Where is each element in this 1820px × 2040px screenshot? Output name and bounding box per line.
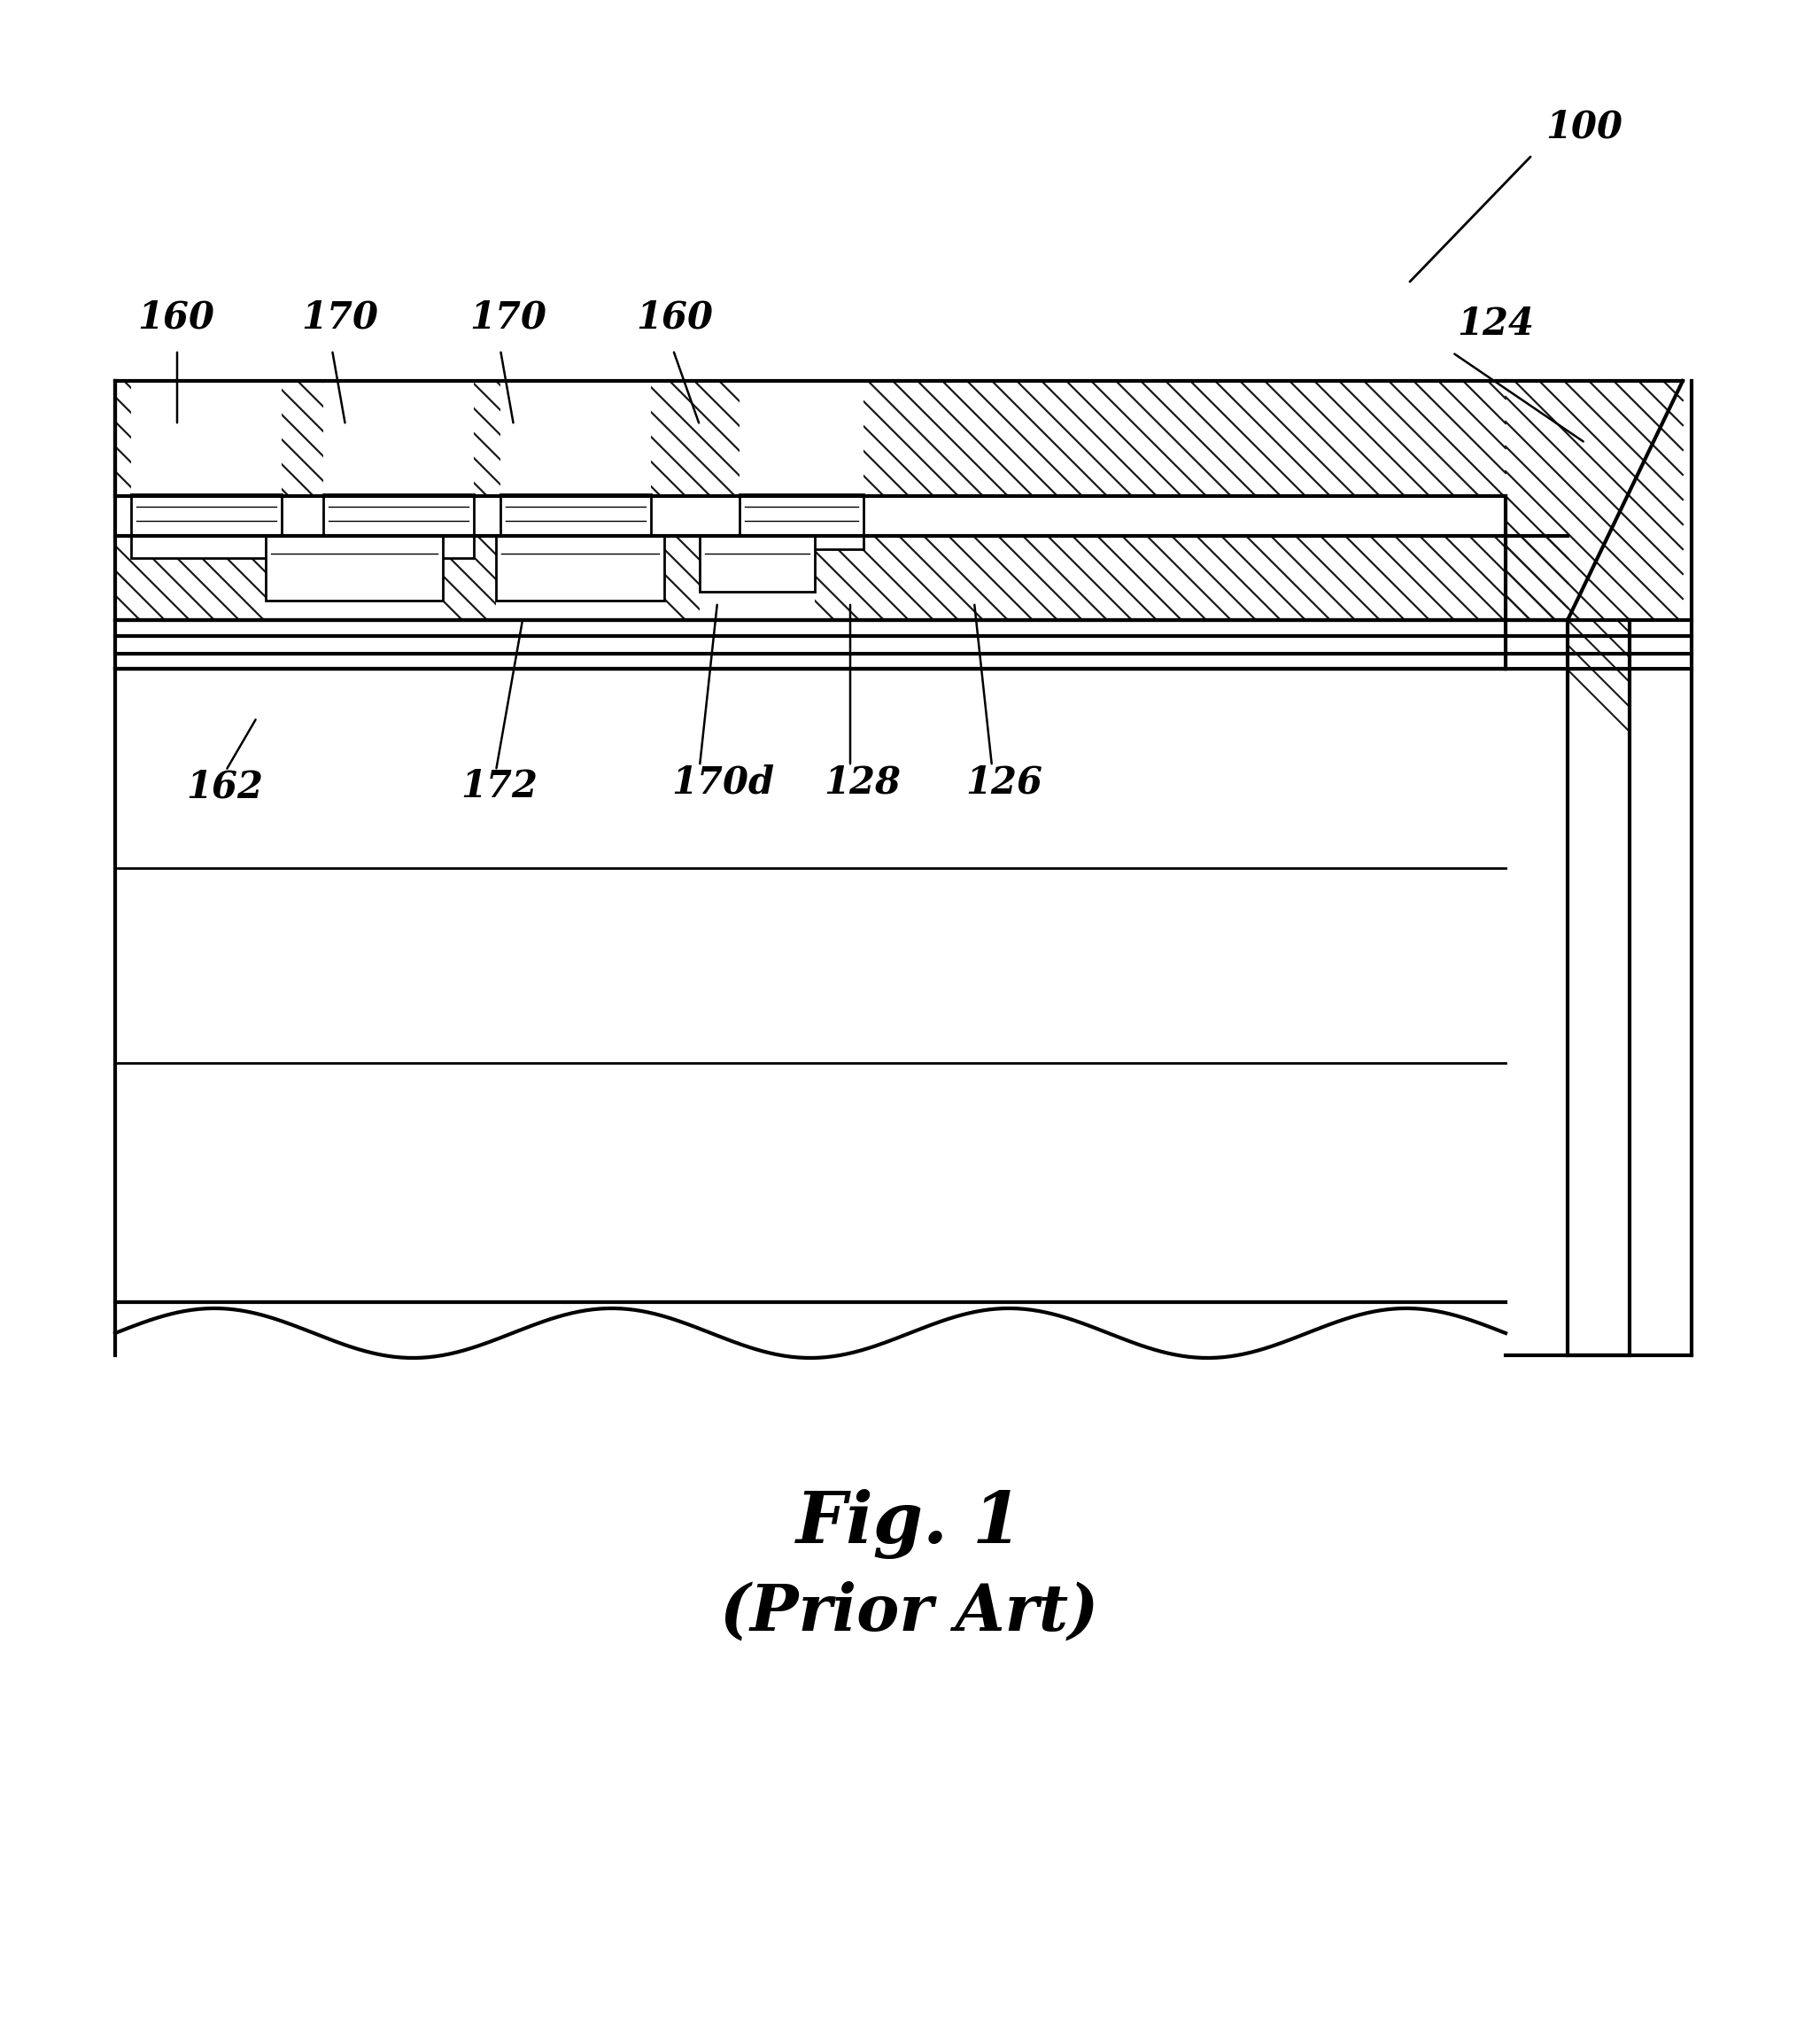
Bar <box>266 537 442 600</box>
Bar <box>131 494 282 559</box>
Text: 160: 160 <box>635 298 713 337</box>
Bar <box>739 494 863 549</box>
Text: 124: 124 <box>1456 306 1534 343</box>
Bar <box>324 494 473 559</box>
Text: 170d: 170d <box>672 763 774 802</box>
Bar <box>497 539 664 618</box>
Text: 170: 170 <box>470 298 546 337</box>
Bar <box>115 669 1505 1355</box>
Polygon shape <box>1505 381 1684 620</box>
Text: (Prior Art): (Prior Art) <box>721 1581 1099 1644</box>
Bar <box>500 494 652 559</box>
Bar <box>1567 620 1629 1355</box>
Text: 162: 162 <box>186 767 264 806</box>
Bar <box>131 384 282 494</box>
Text: 126: 126 <box>965 763 1043 802</box>
Bar <box>500 384 652 494</box>
Bar <box>266 539 442 618</box>
Text: Fig. 1: Fig. 1 <box>795 1489 1023 1559</box>
Text: 172: 172 <box>460 767 537 806</box>
Bar <box>324 384 473 494</box>
Bar <box>115 381 1505 496</box>
Bar <box>497 537 664 600</box>
Text: 160: 160 <box>136 298 215 337</box>
Text: 170: 170 <box>300 298 379 337</box>
Bar <box>699 539 815 618</box>
Bar <box>699 537 815 592</box>
Text: 100: 100 <box>1545 108 1622 145</box>
Bar <box>115 537 1505 620</box>
Bar <box>739 384 863 494</box>
Bar <box>1505 537 1567 620</box>
Text: 128: 128 <box>824 763 901 802</box>
